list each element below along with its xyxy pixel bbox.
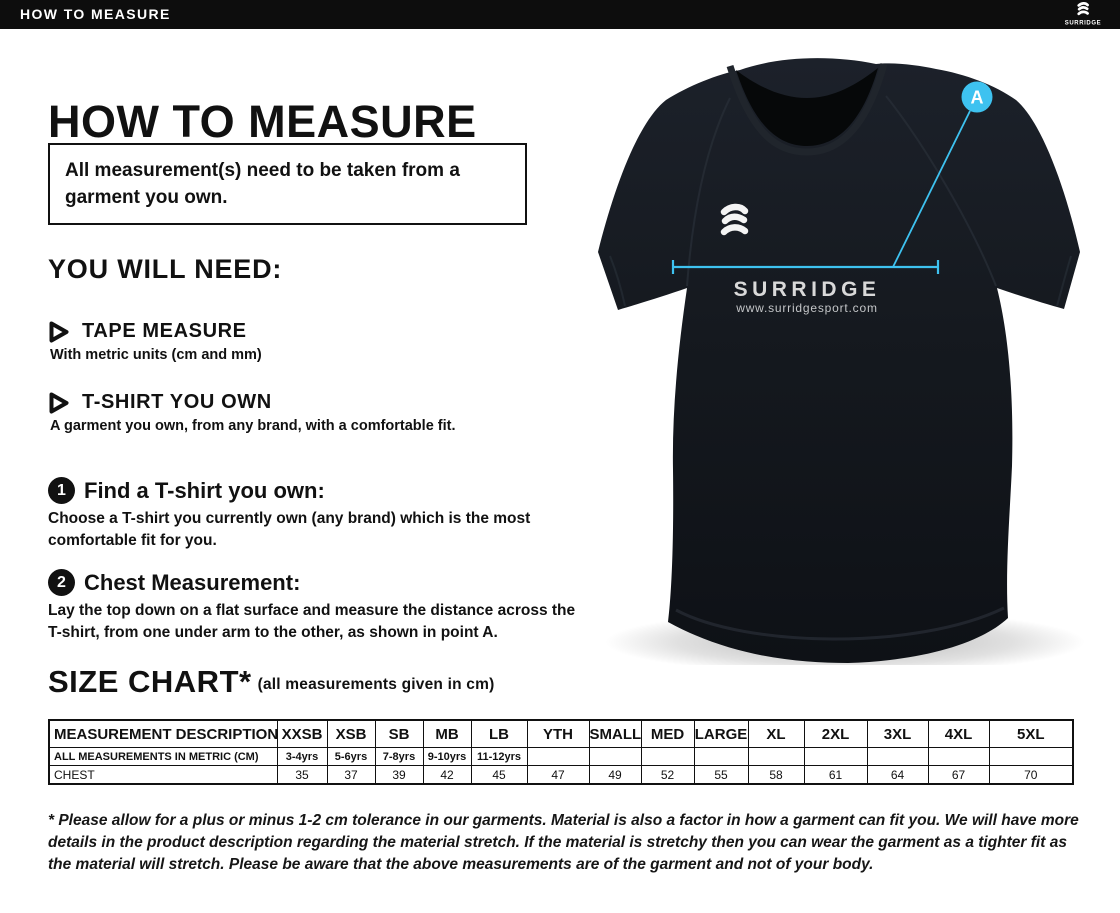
table-cell xyxy=(988,747,1074,766)
table-cell xyxy=(927,747,990,766)
table-cell: 37 xyxy=(326,765,376,785)
table-cell: 47 xyxy=(526,765,590,785)
top-bar-title: HOW TO MEASURE xyxy=(20,6,171,22)
size-chart-title: SIZE CHART* (all measurements given in cm… xyxy=(48,664,494,700)
header-cell: 4XL xyxy=(927,719,990,748)
size-chart-table: MEASUREMENT DESCRIPTION XXSB XSB SB MB L… xyxy=(48,719,1074,785)
header-cell: 5XL xyxy=(988,719,1074,748)
need-item-tape-desc: With metric units (cm and mm) xyxy=(50,347,262,363)
table-cell: 11-12yrs xyxy=(470,747,528,766)
table-cell: 42 xyxy=(422,765,472,785)
table-cell: 55 xyxy=(693,765,749,785)
table-cell xyxy=(747,747,805,766)
tshirt-image: SURRIDGE www.surridgesport.com xyxy=(598,58,1080,663)
header-cell: YTH xyxy=(526,719,590,748)
header-cell: 3XL xyxy=(866,719,929,748)
table-cell: 67 xyxy=(927,765,990,785)
table-cell: 58 xyxy=(747,765,805,785)
table-cell: 7-8yrs xyxy=(374,747,424,766)
step-1-title: Find a T-shirt you own: xyxy=(84,478,325,503)
header-cell: SMALL xyxy=(588,719,642,748)
need-item-tshirt-desc: A garment you own, from any brand, with … xyxy=(50,418,456,434)
header-cell: MED xyxy=(640,719,695,748)
table-cell: 5-6yrs xyxy=(326,747,376,766)
table-cell: 45 xyxy=(470,765,528,785)
point-a-label: A xyxy=(971,88,984,108)
row-label: ALL MEASUREMENTS IN METRIC (CM) xyxy=(48,747,278,766)
header-cell: XSB xyxy=(326,719,376,748)
step-2-badge: 2 xyxy=(48,569,75,596)
step-2-description: Lay the top down on a flat surface and m… xyxy=(48,602,576,641)
note-box: All measurement(s) need to be taken from… xyxy=(48,143,527,225)
page-title: HOW TO MEASURE xyxy=(48,96,477,148)
table-cell xyxy=(693,747,749,766)
step-2-title: Chest Measurement: xyxy=(84,570,301,595)
table-cell: 64 xyxy=(866,765,929,785)
header-cell: 2XL xyxy=(803,719,868,748)
table-cell: 35 xyxy=(276,765,328,785)
table-cell xyxy=(640,747,695,766)
chest-measurement-line xyxy=(671,110,971,274)
need-item-tshirt-title: T-SHIRT YOU OWN xyxy=(82,391,272,413)
table-cell xyxy=(526,747,590,766)
point-a-badge: A xyxy=(961,81,993,113)
surridge-logo-icon: SURRIDGE xyxy=(1065,1,1101,27)
table-cell: 52 xyxy=(640,765,695,785)
table-cell: 49 xyxy=(588,765,642,785)
table-cell xyxy=(588,747,642,766)
shirt-website-text: www.surridgesport.com xyxy=(735,301,878,315)
table-cell: 70 xyxy=(988,765,1074,785)
table-row-chest: CHEST 35 37 39 42 45 47 49 52 55 58 61 6… xyxy=(48,765,1074,785)
step-1-badge: 1 xyxy=(48,477,75,504)
table-cell: 9-10yrs xyxy=(422,747,472,766)
header-cell: XL xyxy=(747,719,805,748)
header-cell: SB xyxy=(374,719,424,748)
top-bar-brand-text: SURRIDGE xyxy=(1065,21,1101,27)
header-cell: MB xyxy=(422,719,472,748)
header-cell: XXSB xyxy=(276,719,328,748)
surridge-chest-logo-icon xyxy=(720,203,749,236)
table-cell xyxy=(866,747,929,766)
shirt-wordmark: SURRIDGE xyxy=(734,278,881,301)
table-cell: 39 xyxy=(374,765,424,785)
table-cell: 61 xyxy=(803,765,868,785)
table-cell: 3-4yrs xyxy=(276,747,328,766)
row-label: CHEST xyxy=(48,765,278,785)
bullet-triangle-icon xyxy=(49,392,69,414)
tolerance-footnote: * Please allow for a plus or minus 1-2 c… xyxy=(48,812,1079,873)
tshirt-measure-graphic: SURRIDGE www.surridgesport.com A xyxy=(598,58,1085,665)
table-cell xyxy=(803,747,868,766)
you-will-need-heading: YOU WILL NEED: xyxy=(48,254,283,284)
header-cell: LARGE xyxy=(693,719,749,748)
header-cell: LB xyxy=(470,719,528,748)
bullet-triangle-icon xyxy=(49,321,69,343)
size-chart-title-text: SIZE CHART* xyxy=(48,664,252,699)
header-cell: MEASUREMENT DESCRIPTION xyxy=(48,719,278,748)
top-bar: HOW TO MEASURE SURRIDGE xyxy=(0,0,1120,29)
need-item-tape-title: TAPE MEASURE xyxy=(82,320,247,342)
table-row-metric: ALL MEASUREMENTS IN METRIC (CM) 3-4yrs 5… xyxy=(48,747,1074,766)
table-header-row: MEASUREMENT DESCRIPTION XXSB XSB SB MB L… xyxy=(48,719,1074,748)
step-1-description: Choose a T-shirt you currently own (any … xyxy=(48,510,531,549)
size-chart-subtitle: (all measurements given in cm) xyxy=(257,676,495,693)
